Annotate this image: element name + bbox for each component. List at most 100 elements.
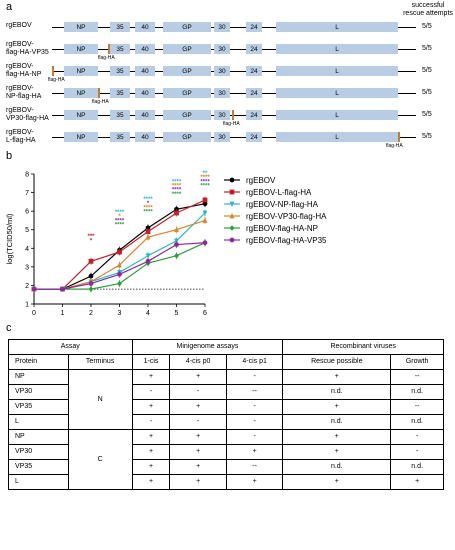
panel-b-label: b (6, 150, 13, 162)
significance-marker: **** (115, 223, 125, 229)
gene-segment: L (276, 44, 398, 54)
result-cell: + (131, 444, 171, 460)
legend-entry: rgEBOV-VP30-flag-HA (246, 212, 327, 221)
gene-segment: GP (163, 44, 211, 54)
flag-ha-tag (52, 66, 54, 76)
data-point (202, 217, 208, 223)
rescue-count: 5/5 (422, 67, 432, 74)
rescue-header-cell: Rescue possible (282, 354, 392, 370)
result-cell: + (131, 369, 171, 385)
protein-cell: VP35 (8, 459, 69, 475)
data-point (31, 286, 37, 292)
result-cell: - (169, 414, 227, 430)
flag-ha-tag-label: flag-HA (48, 77, 65, 83)
gene-segment: 35 (110, 110, 130, 120)
construct-name: rgEBOV- flag-HA-VP35 (6, 41, 49, 56)
growth-header: Growth (390, 354, 444, 370)
result-cell: + (131, 474, 171, 490)
gene-segment: 24 (246, 110, 262, 120)
result-cell: + (131, 459, 171, 475)
gene-segment: L (276, 110, 398, 120)
rescue-count: 5/5 (422, 45, 432, 52)
data-point (88, 273, 94, 279)
terminus-cell: C (67, 429, 133, 490)
legend-swatch-marker (229, 177, 235, 183)
legend-swatch-marker (229, 237, 235, 243)
y-tick-label: 5 (25, 227, 29, 234)
gene-segment: L (276, 66, 398, 76)
genome-line (52, 26, 416, 28)
result-cell: + (282, 369, 392, 385)
data-point (117, 271, 122, 277)
result-cell: + (131, 399, 171, 415)
flag-ha-tag-label: flag-HA (223, 121, 240, 127)
result-cell: n.d. (282, 384, 392, 400)
data-point (202, 197, 208, 203)
data-point (145, 225, 151, 231)
significance-marker: * (90, 238, 93, 244)
result-cell: -- (225, 384, 284, 400)
result-cell: n.d. (390, 414, 444, 430)
protein-tag-summary-table: Assay Minigenome assays Recombinant viru… (8, 339, 444, 490)
y-tick-label: 3 (25, 264, 29, 271)
genome-line (52, 92, 416, 94)
result-cell: - (169, 384, 227, 400)
result-cell: + (225, 444, 284, 460)
gene-segment: NP (64, 66, 98, 76)
gene-segment: 24 (246, 66, 262, 76)
result-cell: -- (225, 459, 284, 475)
panel-c-label: c (6, 322, 12, 334)
data-point (145, 234, 151, 240)
construct-name: rgEBOV- NP-flag-HA (6, 85, 42, 100)
flag-ha-tag (108, 44, 110, 54)
gene-segment: 40 (135, 132, 155, 142)
data-point (202, 210, 208, 216)
rescue-count: 5/5 (422, 89, 432, 96)
result-cell: + (282, 399, 392, 415)
protein-cell: VP35 (8, 399, 69, 415)
legend-entry: rgEBOV-flag-HA-NP (246, 224, 318, 233)
table-row: NP C + + - + - (8, 429, 444, 490)
protein-cell: L (8, 474, 69, 490)
y-tick-label: 1 (25, 302, 29, 309)
result-cell: - (225, 429, 284, 445)
gene-segment: 24 (246, 44, 262, 54)
result-cell: + (169, 474, 227, 490)
gene-segment: NP (64, 110, 98, 120)
protein-cell: L (8, 414, 69, 430)
result-cell: - (390, 429, 444, 445)
data-point (88, 281, 94, 286)
gene-segment: GP (163, 132, 211, 142)
gene-segment: 40 (135, 66, 155, 76)
data-point (202, 201, 208, 207)
flag-ha-tag (98, 88, 100, 98)
flag-ha-tag (398, 132, 400, 142)
significance-marker: **** (172, 179, 182, 185)
data-point (174, 206, 179, 212)
significance-marker: **** (200, 184, 210, 190)
legend-entry: rgEBOV-NP-flag-HA (246, 200, 319, 209)
gene-segment: 40 (135, 22, 155, 32)
significance-marker: **** (172, 188, 182, 194)
legend-entry: rgEBOV-flag-HA-VP35 (246, 236, 327, 245)
data-point (60, 286, 65, 292)
x-tick-label: 1 (61, 310, 65, 317)
result-cell: -- (390, 369, 444, 385)
y-tick-label: 8 (25, 172, 29, 179)
genome-line (52, 136, 416, 138)
gene-segment: 30 (214, 88, 230, 98)
y-tick-label: 6 (25, 209, 29, 216)
gene-segment: 24 (246, 22, 262, 32)
gene-segment: 30 (214, 66, 230, 76)
assay-header: Assay (8, 339, 133, 355)
gene-segment: 40 (135, 44, 155, 54)
result-cell: + (282, 444, 392, 460)
result-cell: + (169, 444, 227, 460)
result-cell: + (225, 474, 284, 490)
result-cell: n.d. (282, 414, 392, 430)
result-cell: - (390, 444, 444, 460)
gene-segment: 30 (214, 44, 230, 54)
significance-marker: **** (115, 210, 125, 216)
gene-segment: GP (163, 110, 211, 120)
